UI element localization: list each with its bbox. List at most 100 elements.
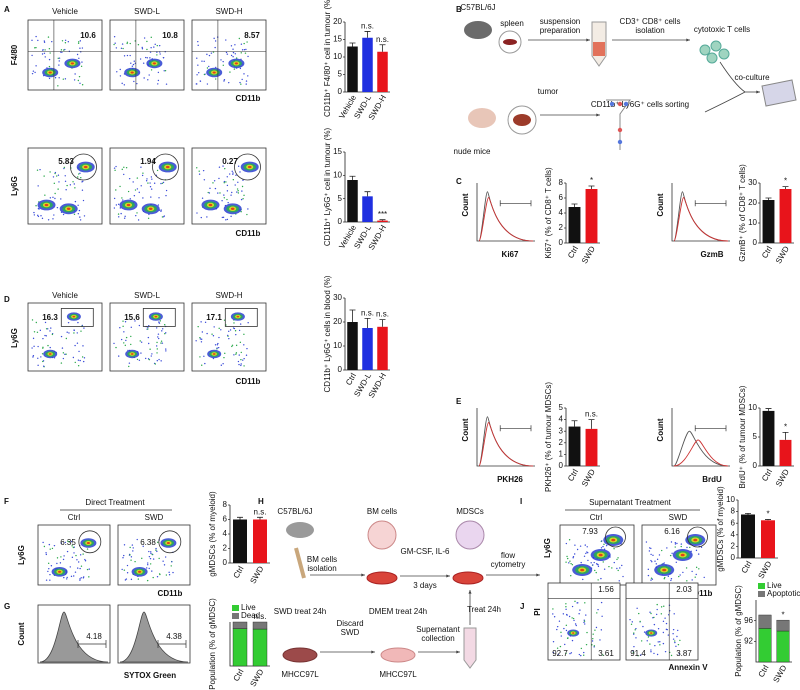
event-dot: [246, 347, 248, 350]
event-dot: [650, 649, 652, 651]
event-dot: [41, 53, 44, 55]
event-dot: [49, 52, 51, 54]
event-dot: [119, 75, 122, 77]
event-dot: [590, 562, 592, 564]
event-dot: [149, 57, 151, 59]
event-dot: [132, 63, 135, 66]
event-dot: [156, 341, 158, 344]
event-dot: [228, 330, 230, 333]
event-dot: [572, 617, 575, 620]
dish-icon: [366, 571, 398, 585]
event-dot: [77, 567, 79, 569]
bar: [585, 428, 598, 466]
gate-value: 10.8: [162, 31, 178, 40]
event-dot: [697, 553, 700, 555]
event-dot: [557, 653, 560, 655]
y-tick-label: 0: [338, 217, 343, 226]
event-dot: [130, 343, 132, 346]
bar: [377, 51, 388, 92]
gate: [60, 308, 94, 327]
event-dot: [592, 638, 594, 640]
y-tick-label: 1: [559, 450, 564, 459]
event-dot: [214, 40, 217, 42]
event-dot: [665, 622, 668, 625]
event-dot: [34, 47, 36, 49]
event-dot: [74, 200, 77, 203]
event-dot: [670, 578, 673, 580]
event-dot: [629, 618, 631, 621]
y-tick-label: 10: [333, 170, 342, 179]
event-dot: [65, 189, 67, 191]
significance: n.s.: [254, 507, 267, 516]
event-dot: [556, 628, 558, 631]
event-dot: [136, 177, 139, 179]
significance: *: [781, 610, 784, 619]
event-dot: [649, 611, 651, 613]
event-dot: [123, 173, 125, 176]
y-tick-label: 0: [338, 87, 343, 96]
event-dot: [45, 335, 47, 337]
event-dot: [155, 549, 157, 551]
event-dot: [72, 356, 75, 359]
density-spot: [48, 353, 52, 355]
event-dot: [591, 644, 593, 646]
event-dot: [45, 552, 47, 554]
event-dot: [77, 561, 80, 563]
event-dot: [574, 623, 577, 625]
cell-icon: [718, 48, 730, 60]
event-dot: [43, 40, 46, 42]
event-dot: [64, 42, 67, 44]
error-bar: [379, 44, 386, 52]
event-dot: [58, 181, 60, 183]
group-label: SWD: [145, 513, 164, 522]
event-dot: [238, 363, 240, 366]
event-dot: [565, 542, 568, 545]
event-dot: [70, 575, 73, 578]
event-dot: [674, 542, 677, 544]
event-dot: [691, 579, 693, 581]
density-spot: [693, 538, 698, 542]
event-dot: [631, 621, 633, 623]
event-dot: [78, 350, 80, 353]
bar: [779, 189, 792, 243]
event-dot: [37, 364, 39, 367]
event-dot: [157, 337, 160, 340]
event-dot: [131, 65, 134, 67]
gate: [499, 200, 532, 207]
event-dot: [230, 54, 233, 57]
event-dot: [571, 605, 574, 608]
event-dot: [211, 333, 213, 335]
event-dot: [226, 53, 229, 55]
event-dot: [126, 41, 129, 43]
arrow-head: [371, 650, 375, 654]
event-dot: [49, 579, 51, 581]
event-dot: [172, 571, 174, 574]
event-dot: [162, 216, 165, 218]
event-dot: [113, 167, 116, 169]
event-dot: [673, 613, 675, 615]
event-dot: [593, 561, 595, 564]
event-dot: [49, 548, 51, 550]
event-dot: [583, 621, 585, 624]
event-dot: [60, 335, 63, 338]
event-dot: [43, 175, 45, 177]
event-dot: [62, 78, 65, 80]
event-dot: [45, 579, 48, 581]
y-tick-label: 2: [559, 223, 564, 232]
event-dot: [649, 643, 651, 645]
event-dot: [44, 49, 46, 51]
event-dot: [240, 358, 242, 361]
diagram-label: cytometry: [491, 560, 526, 569]
event-dot: [43, 41, 46, 43]
event-dot: [206, 53, 208, 56]
axis-title: PI: [533, 608, 542, 616]
significance: n.s.: [585, 410, 598, 419]
event-dot: [75, 554, 77, 557]
event-dot: [677, 643, 680, 646]
y-tick-label: 0: [559, 461, 564, 470]
event-dot: [147, 217, 150, 219]
tumor-icon: [513, 114, 531, 126]
event-dot: [62, 352, 65, 354]
density-spot: [154, 315, 158, 318]
event-dot: [156, 550, 158, 553]
